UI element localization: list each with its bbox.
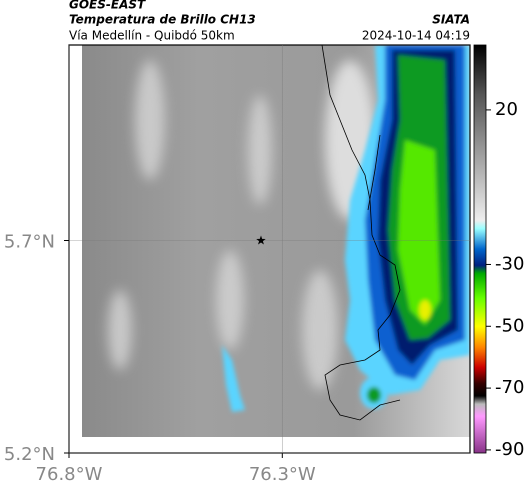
colorbar-tick-label: -50: [495, 315, 524, 336]
colorbar-tick-label: -90: [495, 439, 524, 460]
source: SIATA: [432, 13, 470, 27]
x-tick-label: 76.8°W: [36, 464, 103, 485]
colorbar-tick-label: 20: [495, 99, 518, 120]
location-marker: [256, 235, 266, 245]
colorbar: [473, 44, 487, 454]
satellite-image: [82, 45, 470, 437]
coastline: [321, 44, 401, 421]
y-tick-label: 5.2°N: [4, 444, 55, 465]
x-tick-label: 76.3°W: [249, 464, 316, 485]
datetime: 2024-10-14 04:19: [362, 29, 470, 43]
y-tick-label: 5.7°N: [4, 232, 55, 253]
subtitle: Vía Medellín - Quibdó 50km: [69, 29, 235, 43]
colorbar-tick-label: -70: [495, 377, 524, 398]
colorbar-tick-label: -30: [495, 253, 524, 274]
title: Temperatura de Brillo CH13: [69, 13, 256, 27]
product: GOES-EAST: [69, 0, 146, 12]
